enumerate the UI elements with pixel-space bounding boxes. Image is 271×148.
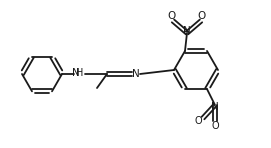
Text: O: O bbox=[198, 11, 206, 21]
Text: N: N bbox=[72, 68, 80, 78]
Text: N: N bbox=[211, 102, 219, 112]
Text: H: H bbox=[76, 68, 84, 78]
Text: O: O bbox=[211, 121, 219, 131]
Text: N: N bbox=[132, 69, 140, 79]
Text: O: O bbox=[194, 116, 202, 126]
Text: O: O bbox=[168, 11, 176, 21]
Text: N: N bbox=[183, 26, 191, 36]
